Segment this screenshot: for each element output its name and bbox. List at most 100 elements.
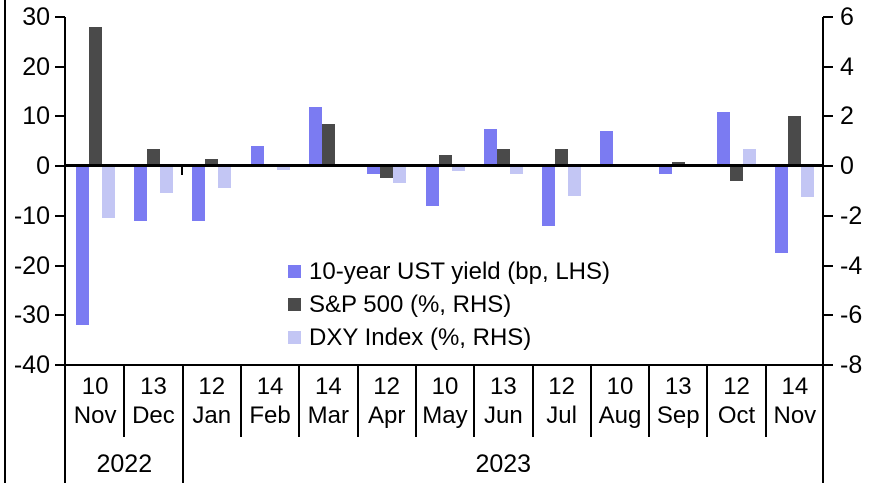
bar-ust-9 [600,131,614,167]
bar-spx-7 [496,148,510,167]
category-label-mar: 14 Mar [299,367,357,435]
category-day: 10 [606,373,634,400]
bar-ust-2 [192,166,206,221]
legend-item-spx: S&P 500 (%, RHS) [288,288,610,321]
bar-spx-6 [438,155,452,167]
bar-spx-1 [147,148,160,167]
left-tick-mark [55,314,65,317]
right-tick-mark [823,165,833,168]
category-day: 12 [723,373,750,400]
category-month: Oct [717,402,756,429]
category-separator [706,365,709,437]
left-axis-tick-label: -10 [13,201,50,230]
plot-bottom-line [64,364,824,366]
category-label-jul: 12 Jul [533,367,591,435]
legend-item-ust: 10-year UST yield (bp, LHS) [288,255,610,288]
bar-spx-12 [788,116,802,167]
category-day: 14 [314,373,342,400]
bar-dxy-3 [276,166,290,170]
category-label-feb: 14 Feb [241,367,299,435]
right-tick-mark [823,264,833,267]
category-label-dec: 13 Dec [124,367,182,435]
category-month: Aug [598,402,642,429]
category-month: Dec [132,402,175,429]
category-label-sep: 13 Sep [649,367,707,435]
category-day: 13 [664,373,692,400]
right-tick-mark [823,115,833,118]
bar-ust-0 [75,166,89,326]
category-label-may: 10 May [416,367,474,435]
bar-spx-0 [88,26,102,167]
category-separator [648,365,651,437]
category-label-oct: 12 Oct [707,367,765,435]
right-tick-mark [823,314,833,317]
chart-left-border [4,0,6,483]
right-axis-tick-label: 4 [840,52,854,81]
category-label-aug: 10 Aug [591,367,649,435]
bar-ust-12 [775,166,789,254]
right-axis-tick-label: -2 [840,201,863,230]
left-axis-tick-label: 20 [22,52,50,81]
bar-spx-5 [380,166,394,179]
bar-dxy-5 [393,166,407,184]
right-tick-mark [823,65,833,68]
left-axis-tick-label: -30 [13,301,50,330]
category-day: 12 [548,373,575,400]
legend-label: S&P 500 (%, RHS) [309,290,512,318]
bar-ust-1 [134,166,147,221]
right-tick-mark [823,16,833,18]
legend-swatch-icon [288,265,301,278]
category-month: May [422,402,468,429]
category-month: Jul [546,402,577,429]
bar-dxy-2 [218,166,232,189]
right-axis-tick-label: 6 [840,3,854,31]
category-day: 12 [198,373,226,400]
left-tick-mark [55,264,65,267]
left-axis-tick-label: -40 [13,351,50,379]
right-axis-line [822,17,824,483]
bar-dxy-6 [451,166,465,172]
bar-spx-4 [321,123,335,167]
category-day: 14 [256,373,284,400]
category-month: Feb [249,402,291,429]
category-separator [298,365,301,437]
right-axis-tick-label: 2 [840,102,854,131]
bar-ust-3 [250,146,264,167]
left-tick-mark [55,65,65,68]
category-label-nov: 14 Nov [766,367,824,435]
left-tick-mark [55,165,65,168]
bar-dxy-1 [160,166,173,194]
category-month: Nov [73,402,117,429]
category-month: Jun [483,402,523,429]
right-axis-tick-label: -4 [840,251,863,280]
category-day: 10 [81,373,109,400]
bar-dxy-12 [801,166,815,198]
bar-spx-2 [205,158,219,167]
bar-spx-8 [555,148,569,167]
bar-dxy-0 [101,166,115,219]
left-axis-tick-label: -20 [13,251,50,280]
category-separator [239,365,242,437]
category-month: Sep [656,402,700,429]
category-month: Nov [773,402,817,429]
category-month: Mar [307,402,349,429]
bar-spx-11 [730,166,743,181]
legend-swatch-icon [288,298,301,311]
left-axis-tick-label: 0 [36,152,50,181]
legend-swatch-icon [288,331,301,344]
zero-axis-line [66,164,824,167]
category-separator [764,365,767,437]
legend-label: DXY Index (%, RHS) [309,323,532,351]
left-axis-tick-label: 30 [22,3,50,31]
category-day: 13 [489,373,517,400]
bar-ust-4 [308,106,322,167]
bar-dxy-8 [568,166,582,196]
category-separator [356,365,359,437]
category-month: Jan [192,402,232,429]
left-tick-mark [55,115,65,118]
bar-ust-7 [483,129,497,167]
right-tick-mark [823,364,833,366]
category-label-jun: 13 Jun [474,367,532,435]
bar-ust-8 [542,166,556,226]
